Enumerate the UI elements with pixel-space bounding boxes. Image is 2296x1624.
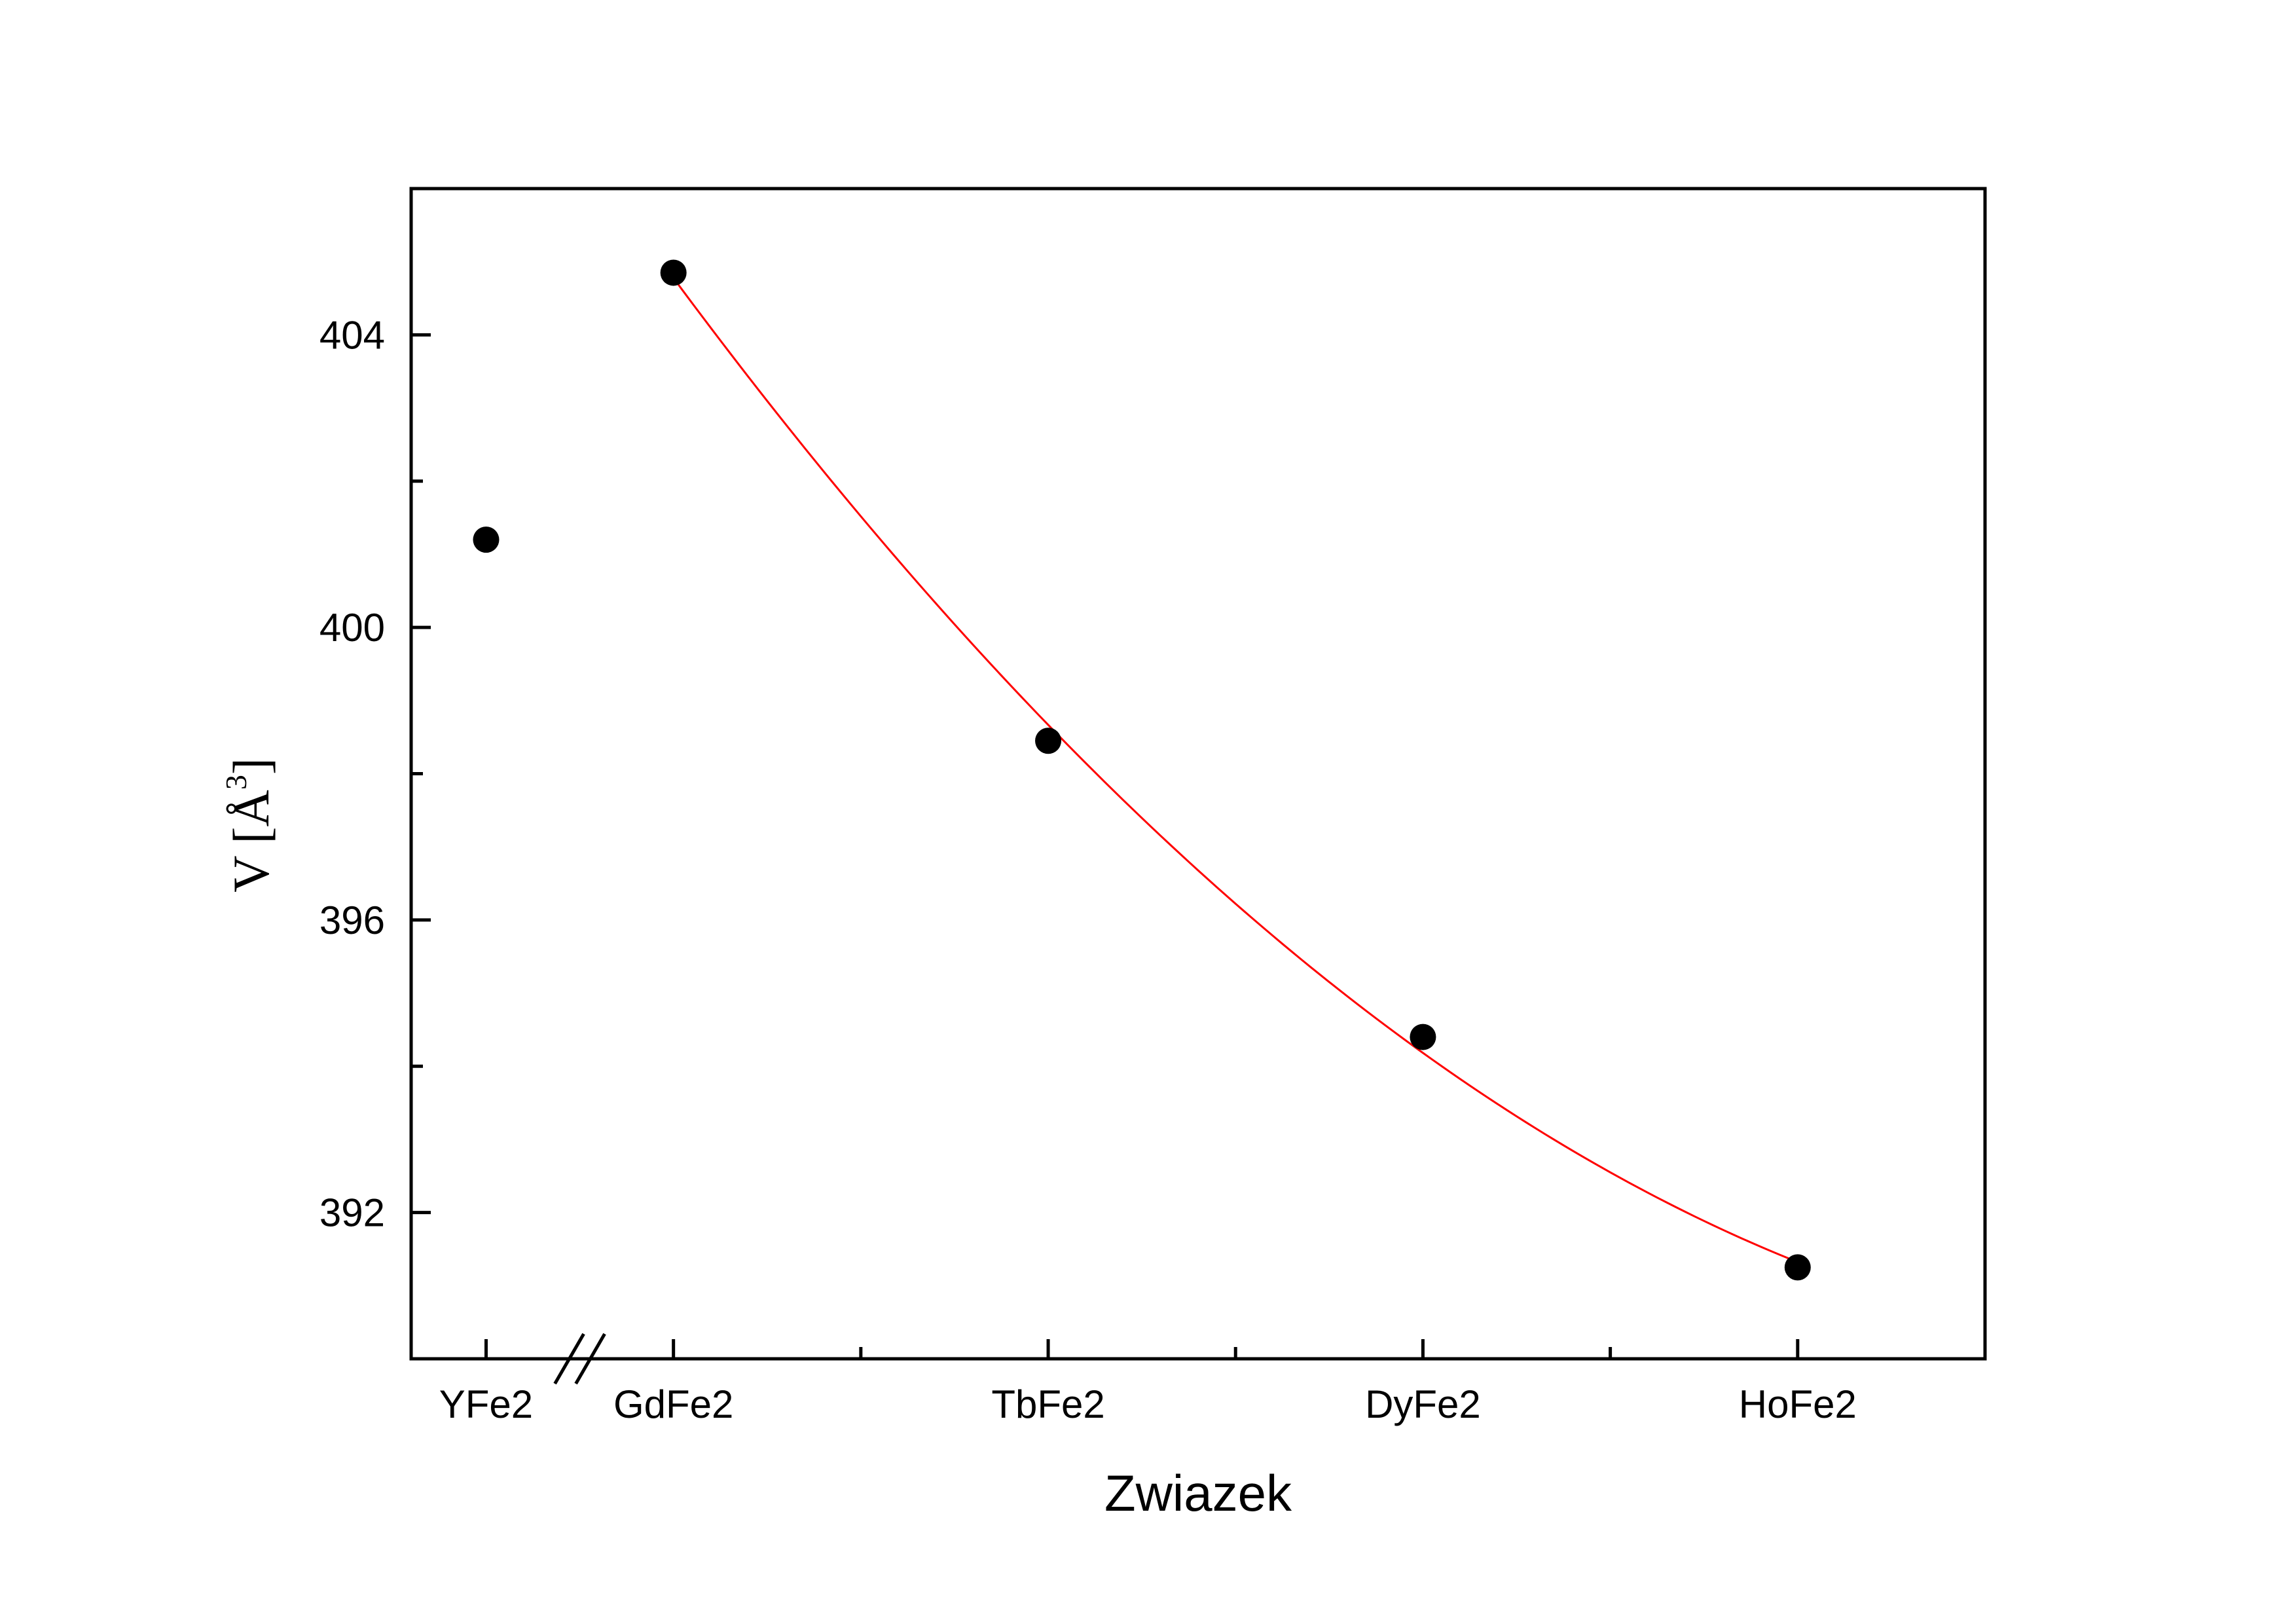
data-point-gdfe2 [660,259,687,286]
y-tick-label-404: 404 [319,313,385,357]
x-tick-label-dyfe2: DyFe2 [1365,1382,1481,1426]
x-axis-title: Zwiazek [1104,1464,1292,1522]
y-axis-ticks [411,333,431,1215]
fit-curve [672,277,1798,1263]
data-point-yfe2 [473,526,500,553]
x-tick-label-gdfe2: GdFe2 [613,1382,733,1426]
x-tick-labels: YFe2 GdFe2 TbFe2 DyFe2 HoFe2 [439,1382,1857,1426]
data-point-tbfe2 [1035,728,1062,754]
axis-break-slash-2 [574,1333,606,1385]
data-point-hofe2 [1784,1254,1811,1281]
x-tick-label-yfe2: YFe2 [439,1382,533,1426]
y-tick-label-400: 400 [319,606,385,650]
svg-text:V [Å3]: V [Å3] [219,758,280,893]
x-axis-ticks [484,1339,1800,1359]
data-point-dyfe2 [1410,1024,1436,1050]
data-points [473,259,1811,1281]
x-tick-label-tbfe2: TbFe2 [991,1382,1104,1426]
y-axis-title-close: ] [223,758,280,775]
x-tick-label-hofe2: HoFe2 [1739,1382,1857,1426]
y-axis-title-symbol: V [Å [223,790,280,893]
y-tick-labels: 392 396 400 404 [319,313,385,1234]
axis-break-slash-1 [553,1333,585,1385]
y-tick-label-392: 392 [319,1191,385,1235]
y-tick-label-396: 396 [319,898,385,942]
axis-break-mark [553,1333,606,1385]
y-axis-title-superscript: 3 [219,775,253,790]
y-axis-title: V [Å3] [219,758,280,893]
plot-frame [409,187,1987,1361]
